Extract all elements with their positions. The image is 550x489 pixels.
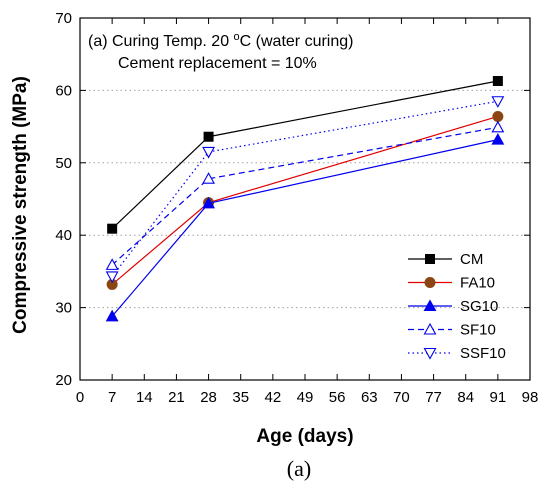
x-axis-title: Age (days) (256, 426, 353, 447)
x-tick-label-42: 42 (265, 389, 282, 406)
series-SSF10 (105, 96, 505, 284)
x-tick-label-7: 7 (108, 389, 116, 406)
series-point-SF10-28 (202, 172, 216, 184)
y-tick-label-30: 30 (55, 300, 72, 317)
series-point-SG10-28 (202, 196, 216, 209)
series-point-FA10-91 (492, 110, 504, 122)
legend-marker-FA10 (424, 277, 436, 288)
legend-entry-SSF10: SSF10 (408, 345, 506, 362)
series-point-SSF10-28 (202, 146, 216, 159)
legend-entry-SF10: SF10 (408, 322, 496, 339)
series-CM (107, 75, 503, 234)
y-tick-label-70: 70 (55, 10, 72, 27)
series-point-SG10-91 (491, 132, 505, 145)
x-tick-label-70: 70 (393, 389, 410, 406)
series-line-CM (111, 80, 498, 230)
series-point-CM-91 (492, 75, 503, 86)
legend-marker-CM (425, 254, 435, 264)
x-tick-label-63: 63 (361, 389, 378, 406)
x-tick-label-77: 77 (425, 389, 442, 406)
x-tick-label-14: 14 (136, 389, 153, 406)
x-tick-label-0: 0 (76, 389, 84, 406)
x-tick-label-98: 98 (522, 389, 539, 406)
legend-marker-SF10 (423, 322, 437, 335)
x-tick-label-21: 21 (168, 389, 185, 406)
series-layer (105, 75, 505, 322)
x-tick-label-91: 91 (490, 389, 507, 406)
legend-label-SG10: SG10 (460, 298, 498, 315)
legend-entry-SG10: SG10 (408, 298, 498, 315)
series-line-SG10 (111, 139, 498, 317)
x-tick-label-84: 84 (457, 389, 474, 406)
series-point-SF10-7 (105, 258, 119, 270)
series-SG10 (105, 132, 505, 322)
legend-entry-FA10: FA10 (408, 275, 495, 292)
series-point-SSF10-7 (105, 271, 119, 284)
legend: CM FA10 SG10 SF10 SSF10 (408, 251, 506, 362)
figure-caption: (a) (287, 456, 311, 481)
legend-label-SF10: SF10 (460, 322, 496, 339)
series-line-SF10 (111, 126, 498, 266)
legend-entry-CM: CM (408, 251, 483, 268)
legend-label-CM: CM (460, 251, 483, 268)
annotation-replacement: Cement replacement = 10% (118, 55, 317, 72)
y-tick-label-50: 50 (55, 155, 72, 172)
x-tick-label-35: 35 (232, 389, 249, 406)
y-tick-label-40: 40 (55, 227, 72, 244)
grid-lines (80, 89, 530, 309)
series-line-SSF10 (111, 100, 498, 277)
x-tick-label-56: 56 (329, 389, 346, 406)
series-point-CM-28 (203, 131, 214, 142)
axis-ticks: 0 7 14 21 28 35 42 49 56 63 70 77 84 91 98 20 30 40 50 60 70 (55, 10, 538, 406)
legend-label-FA10: FA10 (460, 275, 495, 292)
series-point-SF10-91 (491, 120, 505, 133)
annotation-curing: (a) Curing Temp. 20 oC (water curing) (88, 31, 353, 50)
series-point-SG10-7 (105, 309, 119, 322)
x-tick-label-49: 49 (297, 389, 314, 406)
legend-marker-SSF10 (423, 347, 437, 360)
x-tick-label-28: 28 (200, 389, 217, 406)
series-FA10 (106, 110, 504, 290)
series-point-SSF10-91 (491, 96, 505, 108)
legend-marker-SG10 (423, 299, 437, 312)
series-point-CM-7 (107, 223, 118, 234)
y-tick-label-20: 20 (55, 372, 72, 389)
annotations: (a) Curing Temp. 20 oC (water curing) Cem… (88, 31, 353, 72)
legend-label-SSF10: SSF10 (460, 345, 506, 362)
series-SF10 (105, 120, 505, 270)
y-axis-title: Compressive strength (MPa) (10, 76, 31, 334)
y-tick-label-60: 60 (55, 82, 72, 99)
